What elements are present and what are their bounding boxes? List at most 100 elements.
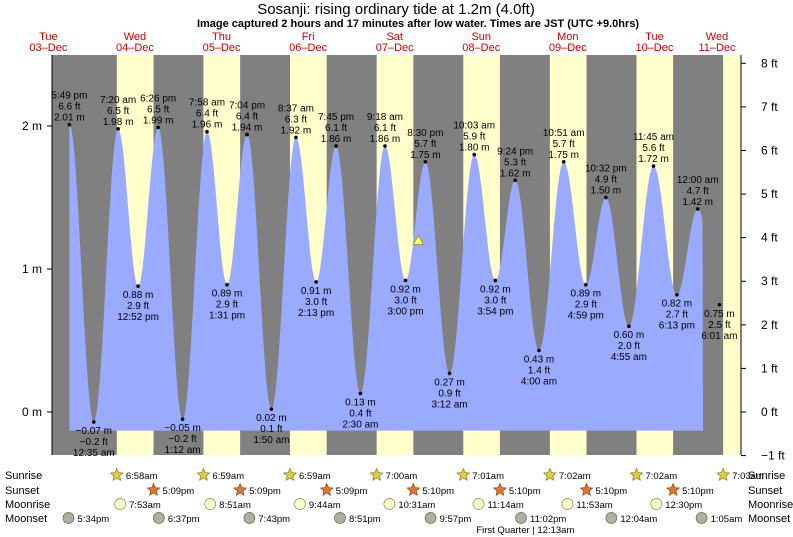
extreme-m-label: 0.27 m <box>434 377 465 388</box>
extreme-ft-label: 6.3 ft <box>285 114 307 125</box>
extreme-m-label: 0.60 m <box>614 330 645 341</box>
day-date-label: 05–Dec <box>203 42 241 54</box>
row-event-time: 6:59am <box>299 471 331 482</box>
day-date-label: 06–Dec <box>289 42 327 54</box>
row-label-right-sunset: Sunset <box>748 485 782 497</box>
row-event-time: 7:00am <box>386 471 418 482</box>
chart-subtitle: Image captured 2 hours and 17 minutes af… <box>197 18 639 30</box>
extreme-m-label: 2.01 m <box>54 113 85 124</box>
extreme-ft-label: 3.0 ft <box>305 297 327 308</box>
sun-icon <box>196 467 211 482</box>
right-axis-tick-label: 0 ft <box>761 405 778 419</box>
extreme-ft-label: 0.9 ft <box>438 388 460 399</box>
sun-icon <box>542 467 557 482</box>
day-name-label: Wed <box>706 31 728 43</box>
sunset-icon <box>146 482 161 497</box>
moonset-icon <box>515 512 527 524</box>
extreme-time-label: 1:31 pm <box>209 311 245 322</box>
extreme-time-label: 9:18 am <box>367 112 403 123</box>
extreme-ft-label: 6.1 ft <box>374 123 396 134</box>
extreme-m-label: 0.88 m <box>123 290 154 301</box>
extreme-time-label: 7:04 pm <box>229 101 265 112</box>
extreme-ft-label: 0.4 ft <box>349 408 371 419</box>
extreme-ft-label: 5.7 ft <box>414 139 436 150</box>
extreme-point <box>334 144 338 148</box>
extreme-time-label: 3:54 pm <box>477 306 513 317</box>
sun-icon <box>716 467 731 482</box>
extreme-m-label: 0.92 m <box>390 284 421 295</box>
row-event-time: 8:51am <box>219 500 251 511</box>
sun-icon <box>282 467 298 482</box>
day-labels-group: Tue03–DecWed04–DecThu05–DecFri06–DecSat0… <box>29 31 736 54</box>
moonset-icon <box>243 512 256 524</box>
extreme-ft-label: 5.9 ft <box>463 132 485 143</box>
row-event-time: 11:53am <box>576 500 612 511</box>
moonrise-icon <box>383 498 396 510</box>
extreme-point <box>472 152 477 157</box>
extreme-m-label: 1.75 m <box>410 150 441 161</box>
day-date-label: 03–Dec <box>29 42 67 54</box>
extreme-m-label: −0.05 m <box>164 423 200 434</box>
row-event-time: 12:30pm <box>665 500 702 511</box>
row-event-time: 5:09pm <box>163 486 195 497</box>
day-date-label: 11–Dec <box>698 42 736 54</box>
extreme-time-label: 8:37 am <box>278 103 314 114</box>
row-event-time: 7:53am <box>129 500 161 511</box>
moonrise-icon <box>114 498 126 510</box>
extreme-ft-label: 5.6 ft <box>642 143 664 154</box>
moonset-icon <box>334 512 346 524</box>
day-name-label: Mon <box>557 31 578 43</box>
extreme-time-label: 5:49 pm <box>51 91 87 102</box>
row-event-time: 8:51pm <box>349 514 381 525</box>
extreme-m-label: 1.50 m <box>591 186 622 197</box>
right-axis-tick-label: 1 ft <box>761 361 778 375</box>
sunset-icon <box>579 482 594 497</box>
row-event-time: 11:02pm <box>530 514 566 525</box>
extreme-time-label: 2:13 pm <box>298 308 334 319</box>
extreme-point <box>136 284 140 288</box>
row-event-time: 5:10pm <box>422 486 454 497</box>
moonset-icon <box>62 512 75 524</box>
moonrise-icon <box>204 498 217 510</box>
extreme-point <box>651 164 656 168</box>
left-axis-tick-label: 2 m <box>22 119 42 133</box>
extreme-ft-label: −0.2 ft <box>169 434 197 445</box>
extreme-m-label: 0.82 m <box>662 299 693 310</box>
row-event-time: 6:58am <box>126 471 158 482</box>
extreme-time-label: 8:30 pm <box>407 128 443 139</box>
extreme-point <box>225 282 229 287</box>
daylight-band <box>723 55 741 455</box>
sunset-icon <box>666 482 681 497</box>
row-event-time: 1:05am <box>711 514 743 525</box>
extreme-time-label: 10:32 pm <box>585 164 627 175</box>
extreme-m-label: 1.75 m <box>548 150 579 161</box>
chart-title: Sosanji: rising ordinary tide at 1.2m (4… <box>257 1 535 18</box>
extreme-ft-label: 6.5 ft <box>147 104 169 115</box>
moonrise-icon <box>561 498 574 510</box>
extreme-point <box>269 407 274 411</box>
extreme-time-label: 7:20 am <box>100 95 136 106</box>
sun-icon <box>369 467 384 482</box>
extreme-time-label: 12:35 am <box>73 448 115 459</box>
extreme-ft-label: 0.1 ft <box>260 424 282 435</box>
extreme-time-label: 1:12 am <box>165 445 201 456</box>
extreme-point <box>205 129 209 134</box>
day-name-label: Sun <box>471 31 491 43</box>
extreme-ft-label: 2.0 ft <box>618 341 640 352</box>
day-name-label: Sat <box>386 31 403 43</box>
extreme-point <box>584 282 588 287</box>
extreme-m-label: 1.72 m <box>638 154 669 165</box>
extreme-m-label: 0.75 m <box>704 309 735 320</box>
right-axis-tick-label: 6 ft <box>761 143 778 157</box>
right-axis-tick-label: 3 ft <box>761 274 778 288</box>
extreme-ft-label: 4.7 ft <box>687 186 709 197</box>
extreme-point <box>447 371 452 376</box>
extreme-time-label: 12:52 pm <box>117 312 159 323</box>
moonrise-icon <box>650 498 663 510</box>
extreme-point <box>67 122 72 127</box>
moonset-icon <box>695 512 708 524</box>
extreme-point <box>423 159 428 164</box>
sunset-icon <box>492 482 507 497</box>
current-tide-marker <box>412 234 425 245</box>
